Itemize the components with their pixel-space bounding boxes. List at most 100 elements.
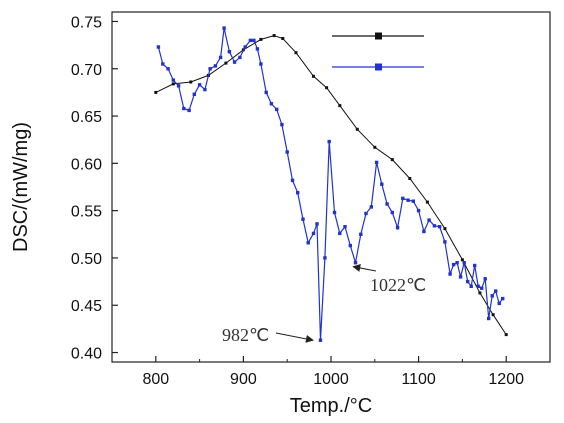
series-2-point [187, 108, 191, 113]
series-2-point [422, 229, 426, 234]
series-2-point [197, 83, 202, 87]
series-1-point [325, 86, 329, 90]
series-1-point [408, 177, 412, 180]
series-2-point [208, 67, 212, 71]
series-2-point [275, 107, 279, 112]
series-1-point [189, 80, 193, 84]
series-2-point [243, 45, 247, 49]
series-1-point [294, 51, 298, 55]
series-2-point [306, 241, 310, 245]
series-2-point [380, 182, 384, 186]
series-2-point [369, 205, 373, 209]
series-2-point [343, 225, 347, 229]
series-2-point [427, 218, 431, 222]
series-2-point [455, 261, 459, 265]
series-2-point [490, 294, 494, 298]
series-2-point [466, 279, 470, 284]
series-1-point [491, 313, 495, 317]
annotations: 982℃ 1022℃ [222, 264, 426, 345]
series-2-point [338, 231, 342, 236]
series-2-point [483, 277, 487, 281]
series-2-point [385, 202, 389, 206]
series-2-point [227, 50, 232, 54]
series-2-point [437, 225, 442, 229]
series-2-point [255, 47, 260, 51]
tick-layer: 800 900 1000 1100 1200 0.40 0.45 0.50 0.55 0.60 0.… [71, 14, 524, 388]
series-2-point [476, 284, 480, 288]
y-tick-label: 0.45 [71, 298, 102, 315]
series-2-point [232, 60, 237, 64]
series-2-point [469, 284, 473, 288]
series-2-point [411, 199, 415, 203]
series-2-point [458, 275, 463, 279]
series-2-point [285, 150, 289, 154]
x-tick-label: 800 [142, 371, 169, 388]
series-2-point [269, 102, 274, 106]
x-tick-label: 1100 [401, 371, 436, 388]
series-2-point [182, 106, 186, 111]
annotation-label-982: 982℃ [222, 325, 269, 345]
y-tick-label: 0.60 [71, 156, 102, 173]
series-2-point [451, 262, 456, 267]
series-layer [154, 26, 508, 342]
series-2-point [395, 226, 400, 230]
series-1-point [390, 158, 394, 162]
legend [332, 32, 424, 71]
series-2-point [406, 198, 410, 202]
series-2-point [296, 191, 300, 195]
y-tick-label: 0.75 [71, 14, 102, 31]
series-2-point [203, 87, 207, 92]
series-2-point [301, 217, 305, 221]
x-tick-label: 900 [230, 371, 257, 388]
series-1-point [312, 74, 315, 78]
y-tick-label: 0.50 [71, 251, 102, 268]
series-2-point [161, 62, 165, 66]
series-2-point [156, 45, 161, 49]
series-2-point [213, 64, 218, 68]
series-1-point [154, 90, 158, 94]
series-2-point [318, 338, 323, 342]
series-line-2 [157, 27, 504, 341]
series-2-point [166, 67, 170, 71]
series-2-point [390, 210, 394, 215]
series-1-point [425, 200, 429, 204]
x-tick-label: 1000 [313, 371, 349, 388]
series-2-point [280, 122, 284, 127]
series-1-point [272, 34, 276, 38]
series-2-point [501, 296, 505, 301]
y-tick-label: 0.70 [71, 62, 102, 79]
series-2-point [248, 38, 253, 43]
series-2-point [192, 92, 196, 96]
series-2-point [448, 272, 452, 276]
series-2-point [359, 232, 363, 236]
series-2-point [401, 196, 405, 201]
series-1-point [171, 82, 175, 86]
series-2-point [364, 211, 368, 216]
series-1-point [504, 333, 508, 337]
legend-sample-marker-1 [375, 32, 382, 40]
series-2-point [264, 90, 268, 95]
series-2-point [487, 316, 491, 321]
series-1-point [478, 291, 482, 295]
annotation-label-1022: 1022℃ [370, 275, 426, 295]
series-2-point [374, 160, 379, 165]
series-2-point [259, 62, 263, 66]
y-tick-label: 0.65 [71, 109, 102, 126]
legend-sample-marker-2 [375, 63, 382, 71]
series-1-point [281, 37, 285, 40]
series-2-point [327, 139, 331, 144]
series-1-point [460, 258, 464, 262]
series-2-point [348, 243, 352, 248]
series-1-point [443, 227, 447, 231]
series-2-point [432, 224, 437, 228]
y-tick-label: 0.40 [71, 346, 102, 363]
series-1-point [373, 145, 377, 149]
series-2-point [480, 286, 484, 290]
y-tick-label: 0.55 [71, 204, 102, 221]
series-1-point [355, 127, 359, 131]
y-axis-title: DSC/(mW/mg) [10, 122, 32, 252]
series-2-point [315, 222, 319, 226]
annotation-arrow-1022 [352, 264, 377, 272]
